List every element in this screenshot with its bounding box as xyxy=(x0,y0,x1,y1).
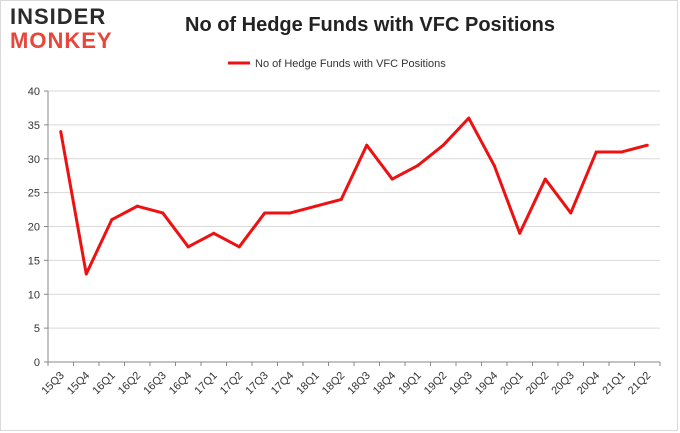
x-tick-label: 18Q4 xyxy=(371,370,399,398)
x-tick-label: 21Q1 xyxy=(600,370,628,398)
data-point xyxy=(390,177,394,181)
data-point xyxy=(263,211,267,215)
legend: No of Hedge Funds with VFC Positions xyxy=(228,58,446,70)
x-tick-label: 19Q2 xyxy=(422,370,450,398)
data-point xyxy=(237,245,241,249)
x-tick-label: 21Q2 xyxy=(626,370,654,398)
data-point xyxy=(110,218,114,222)
data-point xyxy=(594,150,598,154)
data-point xyxy=(288,211,292,215)
y-tick-label: 15 xyxy=(28,255,40,267)
series-group xyxy=(59,116,649,276)
y-tick-label: 40 xyxy=(28,86,40,98)
x-tick-label: 20Q1 xyxy=(498,370,526,398)
x-tick-label: 20Q4 xyxy=(575,370,603,398)
x-tick-label: 16Q1 xyxy=(90,370,118,398)
x-tick-label: 17Q2 xyxy=(218,370,246,398)
x-tick-label: 19Q3 xyxy=(447,370,475,398)
y-tick-label: 20 xyxy=(28,222,40,234)
insider-monkey-logo: INSIDER MONKEY xyxy=(10,4,130,56)
x-tick-label: 18Q2 xyxy=(320,370,348,398)
data-point xyxy=(186,245,190,249)
data-point xyxy=(365,143,369,147)
series-line xyxy=(59,116,648,276)
x-axis: 15Q315Q416Q116Q216Q316Q417Q117Q217Q317Q4… xyxy=(39,361,661,398)
x-tick-label: 16Q3 xyxy=(141,370,169,398)
legend-label: No of Hedge Funds with VFC Positions xyxy=(255,58,446,70)
data-point xyxy=(212,231,216,235)
y-tick-label: 5 xyxy=(34,323,40,335)
data-point xyxy=(84,272,88,276)
data-point xyxy=(492,164,496,168)
data-point xyxy=(135,204,139,208)
x-tick-label: 18Q3 xyxy=(345,370,373,398)
data-point xyxy=(59,130,63,134)
x-tick-label: 19Q1 xyxy=(396,370,424,398)
data-point xyxy=(161,211,165,215)
chart-title: No of Hedge Funds with VFC Positions xyxy=(185,14,555,36)
grid xyxy=(48,90,660,363)
y-tick-label: 10 xyxy=(28,289,40,301)
data-point xyxy=(416,164,420,168)
x-tick-label: 19Q4 xyxy=(473,370,501,398)
logo-bottom-text: MONKEY xyxy=(10,28,113,53)
data-point xyxy=(543,177,547,181)
y-axis: 0 5 10 15 20 25 30 35 40 xyxy=(28,86,49,369)
data-point xyxy=(620,150,624,154)
data-point xyxy=(645,143,649,147)
x-tick-label: 17Q1 xyxy=(192,370,220,398)
x-tick-label: 16Q2 xyxy=(116,370,144,398)
y-tick-label: 25 xyxy=(28,188,40,200)
x-tick-label: 20Q3 xyxy=(549,370,577,398)
data-point xyxy=(467,116,471,120)
data-point xyxy=(339,197,343,201)
data-point xyxy=(441,143,445,147)
x-tick-label: 17Q3 xyxy=(243,370,271,398)
logo-top-text: INSIDER xyxy=(10,4,107,29)
y-tick-label: 30 xyxy=(28,154,40,166)
x-tick-label: 17Q4 xyxy=(269,370,297,398)
y-tick-label: 35 xyxy=(28,120,40,132)
data-point xyxy=(569,211,573,215)
x-tick-label: 15Q3 xyxy=(39,370,67,398)
x-tick-label: 18Q1 xyxy=(294,370,322,398)
y-tick-label: 0 xyxy=(34,357,40,369)
x-tick-label: 16Q4 xyxy=(167,370,195,398)
data-point xyxy=(518,231,522,235)
x-tick-label: 15Q4 xyxy=(65,370,93,398)
x-tick-label: 20Q2 xyxy=(524,370,552,398)
data-point xyxy=(314,204,318,208)
